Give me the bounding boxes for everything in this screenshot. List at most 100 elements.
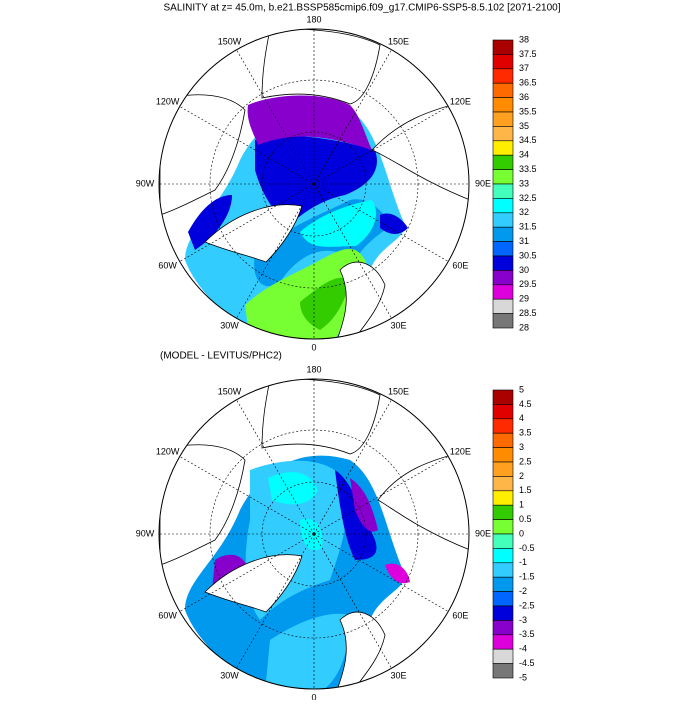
land [204, 554, 303, 613]
longitude-label: 60E [452, 260, 468, 270]
colorbar-label: 34 [519, 150, 529, 160]
colorbar-box [492, 54, 514, 70]
colorbar-box [492, 576, 514, 592]
colorbar-label: 29 [519, 294, 529, 304]
field-region [300, 200, 377, 247]
graticule [179, 533, 315, 612]
longitude-label: 180 [306, 14, 321, 24]
longitude-label: 60W [158, 260, 177, 270]
colorbar-label: 33.5 [519, 164, 537, 174]
colorbar-box [492, 663, 514, 679]
longitude-label: 90E [475, 178, 491, 188]
colorbar-label: -5 [519, 672, 527, 682]
colorbar-label: 4.5 [519, 399, 532, 409]
colorbar-box [492, 284, 514, 300]
colorbar-label: 0.5 [519, 514, 532, 524]
longitude-label: 60E [452, 610, 468, 620]
colorbar-box [492, 562, 514, 578]
graticule [236, 49, 315, 185]
colorbar-label: -2 [519, 586, 527, 596]
colorbar-label: 28.5 [519, 308, 537, 318]
graticule [313, 49, 392, 185]
longitude-label: 90W [136, 178, 155, 188]
longitude-label: 120E [450, 96, 471, 106]
map-field [159, 379, 469, 689]
graticule [179, 183, 315, 262]
land [334, 611, 386, 689]
field-region [245, 248, 366, 339]
colorbar-label: -1 [519, 557, 527, 567]
field-region [268, 472, 318, 505]
graticule [313, 533, 392, 669]
colorbar-box [492, 298, 514, 314]
colorbar-box [492, 461, 514, 477]
field-region [265, 613, 350, 689]
land [377, 449, 469, 551]
colorbar-label: 31.5 [519, 222, 537, 232]
colorbar-label: -4 [519, 644, 527, 654]
colorbar-box [492, 212, 514, 228]
graticule [236, 183, 315, 319]
map-border [158, 28, 470, 340]
field-region [247, 95, 372, 150]
graticule [313, 456, 449, 535]
colorbar-box [492, 591, 514, 607]
map-field [159, 29, 469, 339]
land [159, 444, 246, 566]
colorbar-box [492, 39, 514, 55]
colorbar-box [492, 648, 514, 664]
graticule [236, 533, 315, 669]
colorbar-box [492, 255, 514, 271]
land [334, 261, 386, 339]
colorbar-box [492, 504, 514, 520]
graticule [236, 399, 315, 535]
graticule [313, 106, 449, 185]
colorbar-box [492, 548, 514, 564]
colorbar-label: 4 [519, 413, 524, 423]
colorbar-box [492, 533, 514, 549]
graticule [313, 399, 392, 535]
colorbar-label: -0.5 [519, 543, 535, 553]
longitude-label: 150E [388, 386, 409, 396]
graticule [179, 106, 315, 185]
colorbar-box [492, 634, 514, 650]
colorbar-label: 0 [519, 528, 524, 538]
colorbar-label: 32 [519, 207, 529, 217]
colorbar-label: 2.5 [519, 456, 532, 466]
colorbar-label: 37 [519, 63, 529, 73]
colorbar-box [492, 447, 514, 463]
colorbar-box [492, 198, 514, 214]
panel-subtitle: (MODEL - LEVITUS/PHC2) [160, 351, 282, 362]
colorbar-label: 3 [519, 442, 524, 452]
colorbar-label: 33 [519, 178, 529, 188]
colorbar-label: 31 [519, 236, 529, 246]
colorbar-box [492, 432, 514, 448]
graticule [313, 183, 449, 262]
colorbar-box [492, 241, 514, 257]
longitude-label: 30W [220, 320, 239, 330]
colorbar-box [492, 313, 514, 329]
longitude-label: 90W [136, 528, 155, 538]
map-border [158, 378, 470, 690]
colorbar-label: -3.5 [519, 629, 535, 639]
colorbar-label: -2.5 [519, 600, 535, 610]
colorbar-label: 30 [519, 265, 529, 275]
colorbar-label: 28 [519, 322, 529, 332]
colorbar-label: 2 [519, 471, 524, 481]
field-region [300, 277, 350, 330]
land [371, 99, 469, 201]
graticule [313, 183, 392, 319]
longitude-label: 180 [306, 364, 321, 374]
colorbar-label: -1.5 [519, 572, 535, 582]
colorbar-label: 5 [519, 384, 524, 394]
longitude-label: 90E [475, 528, 491, 538]
colorbar-box [492, 140, 514, 156]
colorbar-label: 38 [519, 34, 529, 44]
colorbar-box [492, 68, 514, 84]
graticule [179, 456, 315, 535]
colorbar-box [492, 476, 514, 492]
longitude-label: 0 [311, 692, 316, 700]
figure-title: SALINITY at z= 45.0m, b.e21.BSSP585cmip6… [163, 3, 560, 14]
longitude-label: 150W [218, 36, 242, 46]
